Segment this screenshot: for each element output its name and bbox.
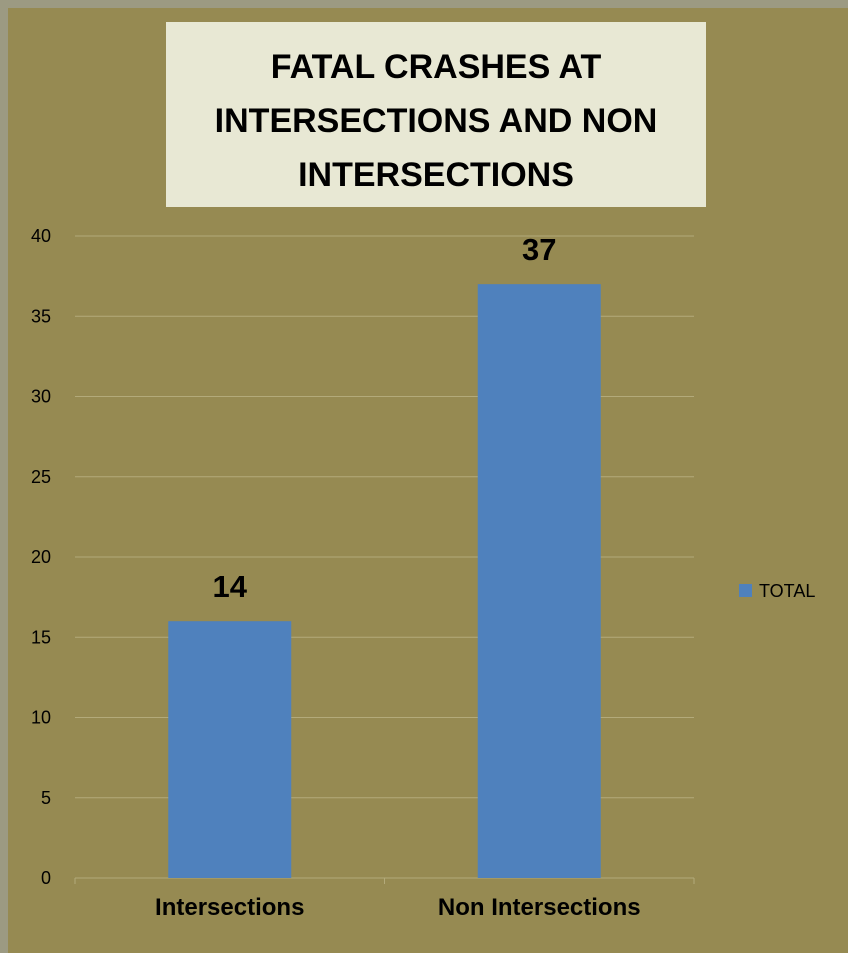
data-label: 14 [213, 569, 248, 604]
chart-canvas: 0 5 10 15 20 25 30 35 40 Intersections Non Inters… [31, 22, 815, 921]
chart-frame: 0 5 10 15 20 25 30 35 40 Intersections Non Inters… [8, 8, 848, 953]
legend: TOTAL [739, 581, 815, 601]
bar-non-intersections [477, 284, 601, 878]
y-tick-label: 35 [31, 306, 51, 326]
y-tick-label: 20 [31, 547, 51, 567]
axes [74, 877, 695, 884]
data-labels: 14 37 [213, 232, 557, 604]
chart-title: FATAL CRASHES AT INTERSECTIONS AND NON I… [166, 22, 706, 207]
bar-intersections [168, 621, 292, 878]
y-tick-label: 5 [41, 788, 51, 808]
x-category-label: Intersections [155, 894, 304, 921]
gridlines [75, 235, 694, 799]
y-tick-label: 40 [31, 226, 51, 246]
y-tick-label: 10 [31, 708, 51, 728]
y-tick-label: 15 [31, 627, 51, 647]
y-tick-labels: 0 5 10 15 20 25 30 35 40 [31, 226, 51, 888]
x-category-label: Non Intersections [438, 894, 641, 921]
legend-swatch-total [739, 584, 752, 597]
title-line-2: INTERSECTIONS AND NON [215, 102, 658, 140]
y-tick-label: 30 [31, 387, 51, 407]
title-line-1: FATAL CRASHES AT [271, 48, 602, 86]
title-line-3: INTERSECTIONS [298, 156, 574, 194]
y-tick-label: 0 [41, 868, 51, 888]
data-label: 37 [522, 232, 556, 267]
x-category-labels: Intersections Non Intersections [155, 894, 641, 921]
bars [168, 284, 601, 878]
legend-label-total: TOTAL [759, 581, 815, 601]
title-box [166, 22, 706, 207]
y-tick-label: 25 [31, 467, 51, 487]
